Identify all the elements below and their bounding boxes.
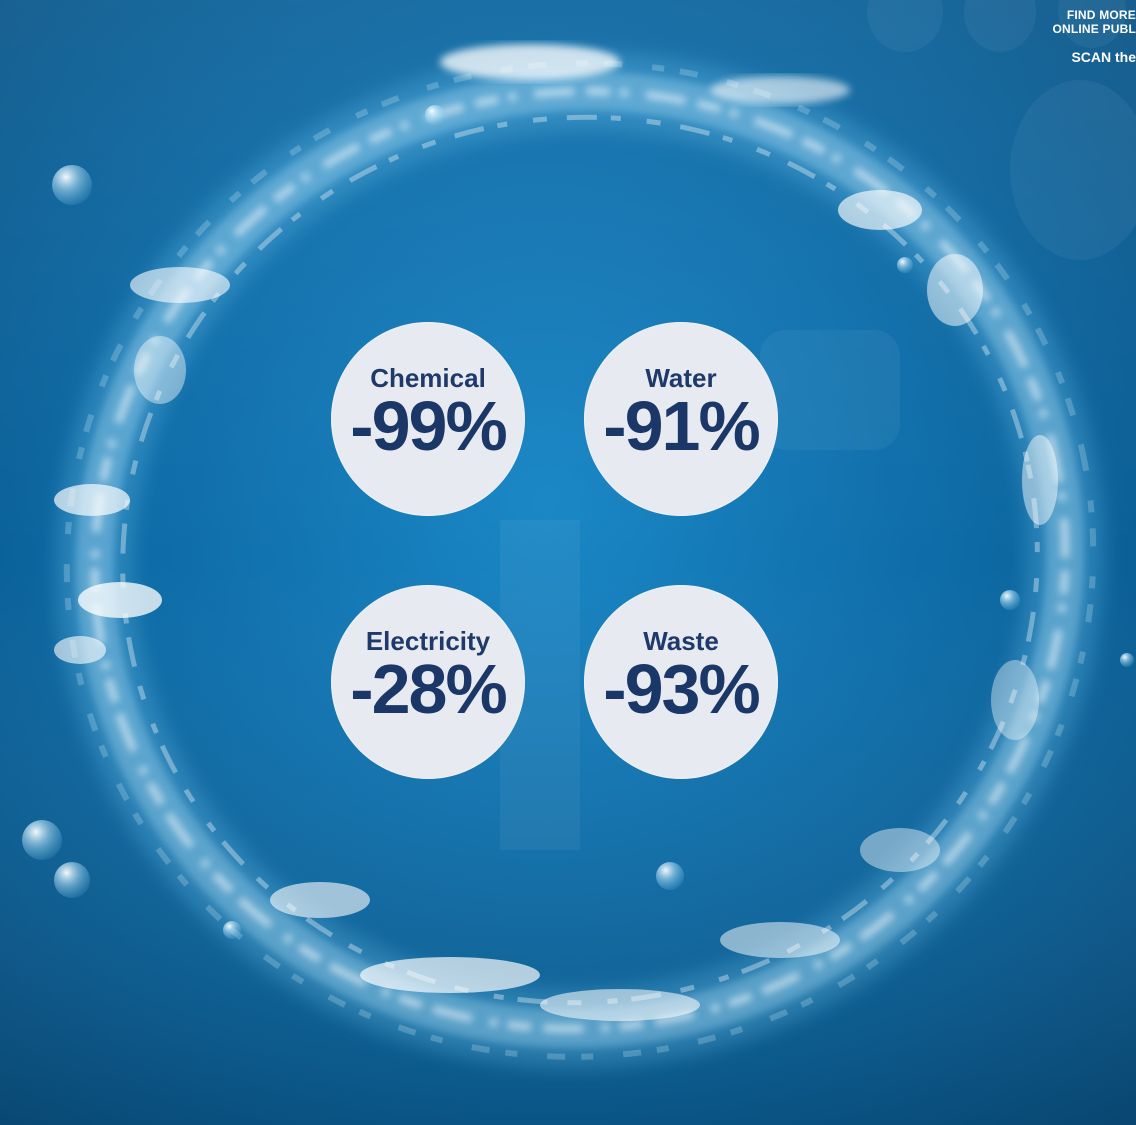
scan-the-text: SCAN the: [1071, 49, 1136, 65]
waste-stat-circle: Waste -93%: [584, 585, 778, 779]
water-value: -91%: [603, 387, 760, 465]
scan-callout: FIND MORE ONLINE PUBL SCAN the: [1016, 8, 1136, 66]
electricity-stat-circle: Electricity -28%: [331, 585, 525, 779]
chemical-label: Chemical: [370, 363, 486, 393]
chemical-stat-circle: Chemical -99%: [331, 322, 525, 516]
electricity-value: -28%: [350, 650, 507, 728]
water-label: Water: [645, 363, 717, 393]
online-publication-text: ONLINE PUBL: [1052, 22, 1136, 36]
electricity-label: Electricity: [365, 626, 491, 656]
waste-label: Waste: [643, 626, 719, 656]
waste-value: -93%: [603, 650, 760, 728]
find-more-text: FIND MORE: [1066, 8, 1136, 22]
chemical-value: -99%: [350, 387, 507, 465]
water-stat-circle: Water -91%: [584, 322, 778, 516]
